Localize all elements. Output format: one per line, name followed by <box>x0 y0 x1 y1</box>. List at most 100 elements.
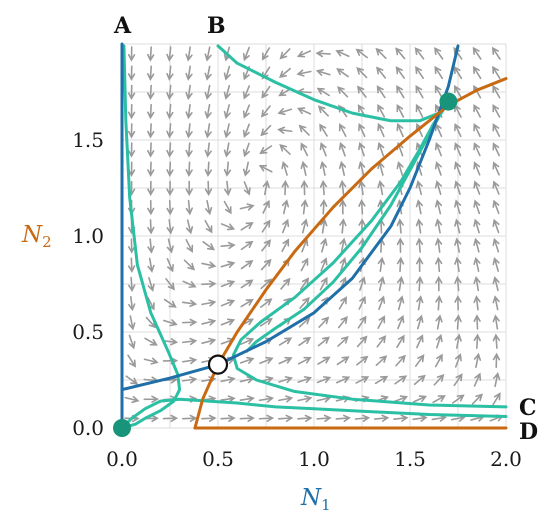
field-arrow <box>339 256 347 272</box>
field-arrow <box>127 257 136 273</box>
field-arrow <box>201 280 217 288</box>
field-arrow <box>204 46 212 62</box>
field-arrow <box>377 179 385 196</box>
field-arrow <box>147 46 155 62</box>
field-arrow <box>166 219 174 235</box>
field-arrow <box>297 395 313 403</box>
field-arrow <box>416 334 424 349</box>
corner-label-c: C <box>519 395 537 421</box>
field-arrow <box>396 275 405 292</box>
field-arrow <box>337 86 349 98</box>
field-arrow <box>434 237 443 253</box>
field-arrow <box>128 295 136 312</box>
field-arrow <box>416 275 424 292</box>
field-arrow <box>202 241 216 251</box>
field-arrow <box>336 356 350 366</box>
field-arrow <box>183 259 196 271</box>
field-arrow <box>204 161 212 177</box>
field-arrow <box>260 124 272 137</box>
field-arrow <box>434 65 444 80</box>
field-arrow <box>435 256 443 273</box>
field-arrow <box>472 65 482 80</box>
field-arrow <box>143 357 159 365</box>
field-arrow <box>220 395 236 403</box>
field-arrow <box>240 240 254 251</box>
field-arrow <box>220 280 236 288</box>
field-arrow <box>492 180 500 195</box>
field-arrow <box>260 105 271 118</box>
field-arrow <box>181 337 198 346</box>
field-arrow <box>416 314 424 330</box>
field-arrow <box>166 238 174 254</box>
field-arrow <box>472 46 482 60</box>
field-arrow <box>338 141 346 157</box>
field-arrow <box>473 103 482 118</box>
field-arrow <box>397 314 405 330</box>
field-arrow <box>473 275 481 292</box>
field-arrow <box>165 278 175 291</box>
field-arrow <box>162 319 178 327</box>
field-arrow <box>336 376 351 384</box>
field-arrow <box>492 276 500 292</box>
field-arrow <box>300 199 309 215</box>
field-arrow <box>492 352 501 369</box>
field-arrow <box>338 123 347 137</box>
field-arrow <box>354 414 371 422</box>
field-arrow <box>434 46 444 60</box>
field-arrow <box>356 66 368 79</box>
field-arrow <box>378 295 386 311</box>
field-arrow <box>396 103 405 118</box>
field-arrow <box>339 199 347 215</box>
field-arrow <box>416 295 424 311</box>
field-arrow <box>147 142 155 158</box>
field-arrow <box>166 103 174 120</box>
field-arrow <box>223 65 231 81</box>
field-arrow <box>297 414 313 422</box>
trajectory-curve <box>120 44 182 430</box>
field-arrow <box>377 122 385 138</box>
field-arrow <box>434 199 443 215</box>
field-arrow <box>185 239 194 253</box>
field-arrow <box>454 353 462 368</box>
corner-label-a: A <box>113 13 132 39</box>
field-arrow <box>374 375 389 385</box>
field-arrow <box>204 219 213 234</box>
field-arrow <box>220 223 236 231</box>
field-arrow <box>260 258 272 271</box>
field-arrow <box>281 238 290 253</box>
field-arrow <box>454 275 462 292</box>
field-arrow <box>453 65 463 80</box>
field-arrow <box>127 65 136 81</box>
field-arrow <box>316 414 332 422</box>
field-arrow <box>335 414 351 422</box>
field-arrow <box>337 316 348 329</box>
field-arrow <box>434 161 442 176</box>
field-arrow <box>258 395 275 403</box>
y-tick-label: 0.5 <box>72 320 104 344</box>
field-arrow <box>220 318 236 326</box>
field-arrow <box>240 298 254 308</box>
field-arrow <box>166 46 174 62</box>
field-arrow <box>492 161 500 176</box>
field-arrow <box>185 123 193 139</box>
field-arrow <box>162 414 179 423</box>
field-arrow <box>318 316 330 328</box>
field-arrow <box>317 105 329 117</box>
field-arrow <box>358 141 366 157</box>
x-tick-label: 1.5 <box>394 447 426 471</box>
y-tick-label: 1.0 <box>72 224 104 248</box>
field-arrow <box>338 296 347 310</box>
field-arrow <box>453 84 463 99</box>
field-arrow <box>473 295 481 311</box>
field-arrow <box>454 142 462 157</box>
field-arrow <box>204 142 212 158</box>
trajectory-curve <box>245 100 450 353</box>
field-arrow <box>394 375 408 385</box>
field-arrow <box>147 276 155 292</box>
field-arrow <box>412 395 428 403</box>
field-arrow <box>396 85 405 99</box>
field-arrow <box>396 122 404 138</box>
field-arrow <box>316 376 332 384</box>
field-arrow <box>317 336 330 347</box>
field-arrow <box>125 375 139 385</box>
